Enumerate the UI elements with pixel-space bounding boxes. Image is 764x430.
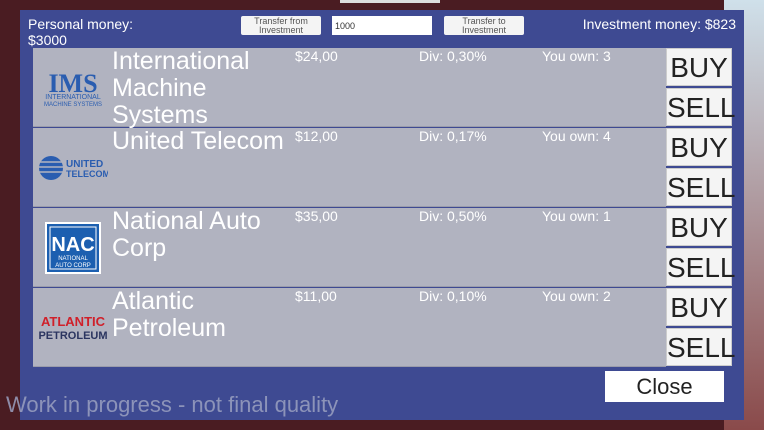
shares-owned: You own: 3 (542, 48, 611, 64)
background-shape (340, 0, 440, 3)
personal-money-value: $3000 (28, 32, 67, 48)
svg-text:UNITED: UNITED (66, 159, 103, 170)
company-logo: NAC NATIONAL AUTO CORP (37, 208, 109, 287)
stock-market-panel: Personal money: $3000 Transfer from Inves… (20, 10, 744, 420)
svg-text:IMS: IMS (48, 69, 97, 98)
stock-row: IMS INTERNATIONAL MACHINE SYSTEMS Internat… (33, 47, 666, 129)
svg-text:AUTO CORP: AUTO CORP (55, 263, 91, 269)
sell-button[interactable]: SELL (666, 328, 736, 366)
company-logo: IMS INTERNATIONAL MACHINE SYSTEMS (37, 48, 109, 127)
sell-button[interactable]: SELL (666, 88, 736, 126)
svg-text:NAC: NAC (51, 234, 94, 256)
company-logo: ATLANTIC PETROLEUM (37, 288, 109, 367)
transfer-to-investment-button[interactable]: Transfer to Investment (444, 16, 524, 35)
svg-text:TELECOM: TELECOM (66, 169, 108, 179)
svg-text:NATIONAL: NATIONAL (58, 256, 88, 262)
svg-text:INTERNATIONAL: INTERNATIONAL (45, 94, 101, 101)
sell-button[interactable]: SELL (666, 168, 736, 206)
buy-button[interactable]: BUY (666, 48, 732, 86)
svg-text:PETROLEUM: PETROLEUM (38, 330, 107, 342)
svg-text:MACHINE SYSTEMS: MACHINE SYSTEMS (44, 102, 102, 108)
buy-button[interactable]: BUY (666, 128, 732, 166)
stock-price: $35,00 (295, 208, 338, 224)
shares-owned: You own: 1 (542, 208, 611, 224)
dividend: Div: 0,10% (419, 288, 487, 304)
dividend: Div: 0,30% (419, 48, 487, 64)
shares-owned: You own: 2 (542, 288, 611, 304)
stock-row: ATLANTIC PETROLEUM Atlantic Petroleum $11… (33, 288, 666, 367)
dividend: Div: 0,50% (419, 208, 487, 224)
stock-price: $12,00 (295, 128, 338, 144)
personal-money: Personal money: $3000 (28, 16, 133, 48)
personal-money-label: Personal money: (28, 16, 134, 32)
stock-price: $24,00 (295, 48, 338, 64)
transfer-from-investment-button[interactable]: Transfer from Investment (241, 16, 321, 35)
close-button[interactable]: Close (605, 371, 724, 402)
investment-money: Investment money: $823 (582, 16, 736, 32)
company-name: United Telecom (112, 127, 284, 155)
watermark: Work in progress - not final quality (6, 392, 339, 417)
sell-button[interactable]: SELL (666, 248, 736, 286)
stock-price: $11,00 (295, 288, 337, 304)
dividend: Div: 0,17% (419, 128, 487, 144)
transfer-amount-input[interactable] (332, 16, 432, 35)
company-logo: UNITED TELECOM (37, 128, 109, 207)
company-name: Atlantic Petroleum (112, 287, 226, 342)
company-name: National Auto Corp (112, 207, 261, 262)
company-name: International Machine Systems (112, 47, 250, 129)
buy-button[interactable]: BUY (666, 288, 732, 326)
stock-row: NAC NATIONAL AUTO CORP National Auto Corp … (33, 208, 666, 287)
shares-owned: You own: 4 (542, 128, 611, 144)
stock-row: UNITED TELECOM United Telecom $12,00 Div:… (33, 128, 666, 207)
buy-button[interactable]: BUY (666, 208, 732, 246)
svg-text:ATLANTIC: ATLANTIC (41, 314, 106, 329)
